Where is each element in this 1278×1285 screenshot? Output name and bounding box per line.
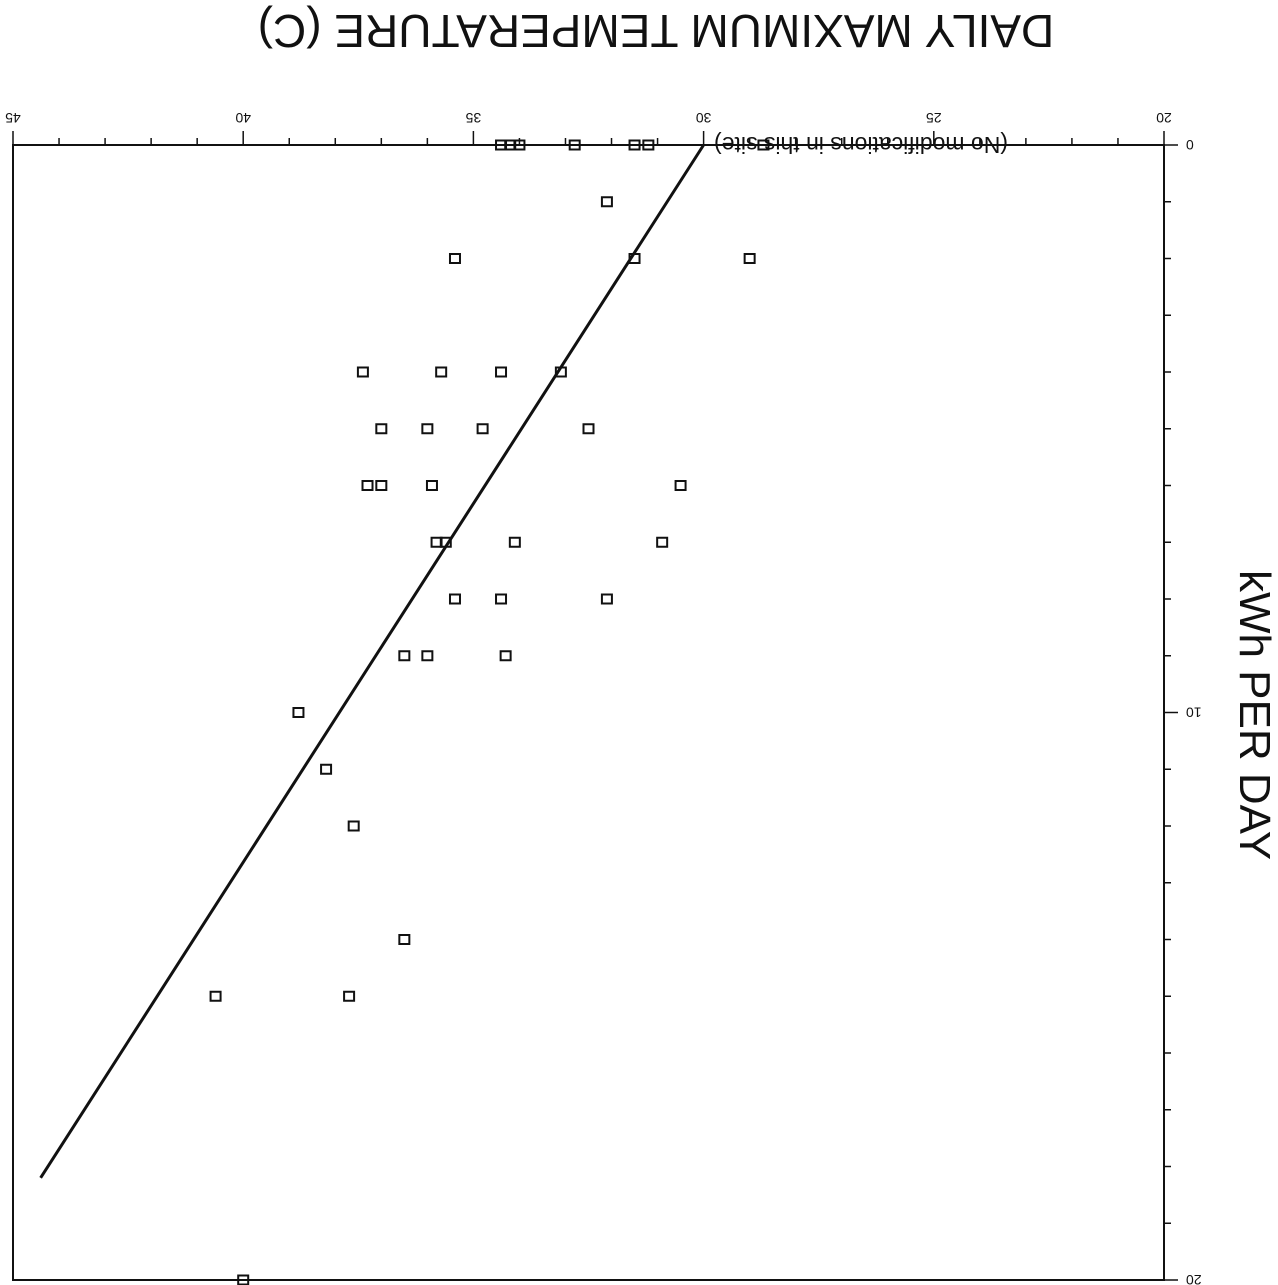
data-point [356,366,369,378]
regression-line [39,144,705,1179]
data-point [320,763,333,775]
data-point [600,593,613,605]
data-point [375,480,388,491]
plot-frame [12,144,1165,1281]
data-point [656,536,669,548]
data-point [347,820,360,832]
x-tick-label: 40 [235,110,251,126]
data-point [757,139,770,151]
data-point [568,139,581,151]
data-point [642,139,655,151]
data-point [495,366,508,378]
data-point [508,536,521,548]
data-point [292,707,305,718]
x-tick-label: 30 [696,110,712,126]
data-point [209,990,222,1002]
data-point [743,253,756,264]
x-tick-label: 25 [926,110,942,126]
data-point [430,536,443,548]
y-tick-label: 10 [1186,705,1202,721]
data-point [600,196,613,208]
data-point [435,366,448,378]
x-tick-label: 35 [465,110,481,126]
data-point [674,480,687,491]
data-point [375,423,388,435]
data-point [495,593,508,605]
chart-title: DAILY MAXIMUM TEMPERATURE (C) [258,5,1055,57]
data-point [476,423,489,435]
data-point [425,480,438,491]
x-tick-label: 45 [5,110,21,126]
chart-annotation: (No modifications in this site) [714,132,1008,158]
data-point [499,650,512,662]
x-tick-label: 20 [1156,110,1172,126]
data-point [582,423,595,435]
y-tick-label: 0 [1186,137,1194,153]
data-point [398,650,411,662]
data-point [448,253,461,264]
data-point [421,650,434,662]
data-point [343,990,356,1002]
data-point [495,139,508,151]
data-point [421,423,434,435]
y-tick-label: 20 [1186,1272,1202,1285]
data-point [398,934,411,945]
data-point [628,139,641,151]
y-axis-label: kWh PER DAY [1230,570,1278,860]
data-point [448,593,461,605]
data-point [361,480,374,491]
